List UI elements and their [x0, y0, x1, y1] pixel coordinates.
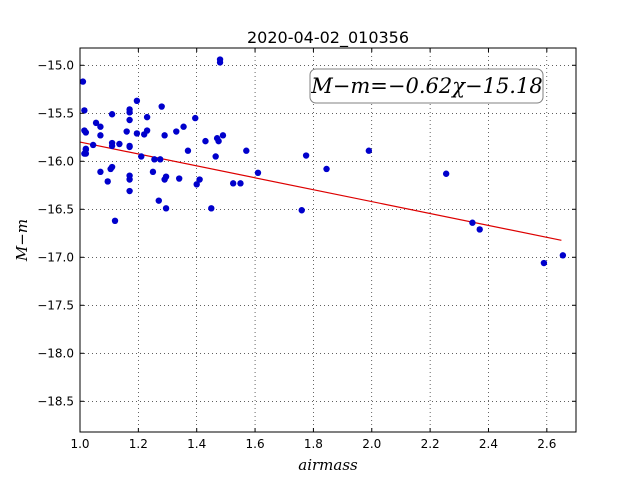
data-point [81, 107, 88, 114]
data-point [149, 168, 157, 176]
data-point [243, 147, 250, 154]
data-point [108, 111, 116, 118]
data-point [302, 152, 310, 159]
data-point [208, 205, 215, 212]
data-point [92, 119, 100, 127]
data-point [192, 114, 199, 122]
data-point [79, 78, 87, 85]
data-point [365, 147, 373, 154]
data-point [298, 207, 305, 214]
data-point [89, 141, 97, 149]
x-tick-label: 2.2 [421, 437, 440, 451]
data-point [126, 143, 133, 151]
data-point [143, 127, 151, 134]
data-point [161, 132, 168, 139]
data-point [82, 129, 90, 136]
data-point [162, 205, 170, 212]
data-point [111, 217, 119, 224]
x-tick-label: 2.6 [537, 437, 556, 451]
data-point [196, 176, 203, 183]
data-point [469, 219, 476, 226]
y-tick-label: −15.5 [37, 106, 74, 120]
data-point [97, 168, 104, 176]
data-point [442, 170, 450, 177]
data-point [323, 165, 330, 173]
x-tick-label: 1.6 [246, 437, 265, 451]
data-point [173, 128, 180, 135]
x-axis-label: airmass [298, 456, 358, 474]
fit-equation: M−m=−0.62χ−15.18 [310, 74, 542, 98]
y-tick-label: −17.5 [37, 298, 74, 312]
data-point [138, 153, 145, 160]
data-point [81, 150, 88, 157]
data-point [162, 173, 170, 180]
data-point [97, 132, 104, 139]
data-point [133, 130, 141, 137]
data-point [108, 142, 116, 150]
data-point [157, 156, 164, 163]
chart-title: 2020-04-02_010356 [247, 28, 409, 48]
data-point [143, 113, 151, 121]
data-point [216, 59, 224, 66]
data-point [229, 180, 237, 187]
data-point [126, 176, 133, 183]
annotation-box [309, 68, 544, 104]
data-point [126, 109, 133, 116]
data-point [212, 153, 219, 160]
x-tick-label: 1.4 [187, 437, 206, 451]
plot-frame [79, 47, 577, 433]
data-point [219, 132, 227, 139]
x-tick-label: 1.2 [129, 437, 148, 451]
y-tick-label: −16.5 [37, 202, 74, 216]
fit-equation-box: M−m=−0.62χ−15.18 [309, 68, 544, 104]
data-point [155, 197, 162, 204]
data-point [215, 137, 222, 145]
data-point [184, 147, 192, 154]
y-tick-label: −15.0 [37, 58, 74, 72]
data-point [540, 259, 548, 267]
data-point [476, 226, 483, 233]
data-point [202, 137, 209, 145]
data-point [254, 169, 262, 176]
data-point [193, 181, 200, 188]
axis-ticks: 1.0 1.2 1.4 1.6 1.8 2.0 2.2 2.4 2.6 −15.0 −15.5 −16… [37, 48, 576, 451]
data-point [108, 163, 116, 171]
x-tick-label: 2.4 [479, 437, 498, 451]
data-point [82, 145, 90, 152]
data-point [126, 187, 133, 195]
data-points [79, 56, 567, 267]
data-point [116, 140, 123, 148]
plot-area [80, 48, 576, 432]
data-point [176, 175, 183, 182]
x-tick-label: 2.0 [362, 437, 381, 451]
data-point [104, 178, 111, 185]
y-axis-label: M−m [13, 219, 31, 262]
grid-lines [79, 48, 576, 432]
y-tick-label: −18.0 [37, 346, 74, 360]
data-point [126, 116, 133, 124]
data-point [123, 128, 130, 135]
y-tick-label: −18.5 [37, 394, 74, 408]
data-point [180, 123, 187, 130]
y-tick-label: −17.0 [37, 250, 74, 264]
data-point [151, 156, 158, 163]
data-point [97, 123, 104, 130]
data-point [237, 180, 244, 187]
x-tick-label: 1.0 [70, 437, 89, 451]
x-tick-label: 1.8 [304, 437, 323, 451]
data-point [559, 252, 567, 259]
data-point [133, 97, 141, 105]
data-point [158, 103, 165, 110]
y-tick-label: −16.0 [37, 154, 74, 168]
